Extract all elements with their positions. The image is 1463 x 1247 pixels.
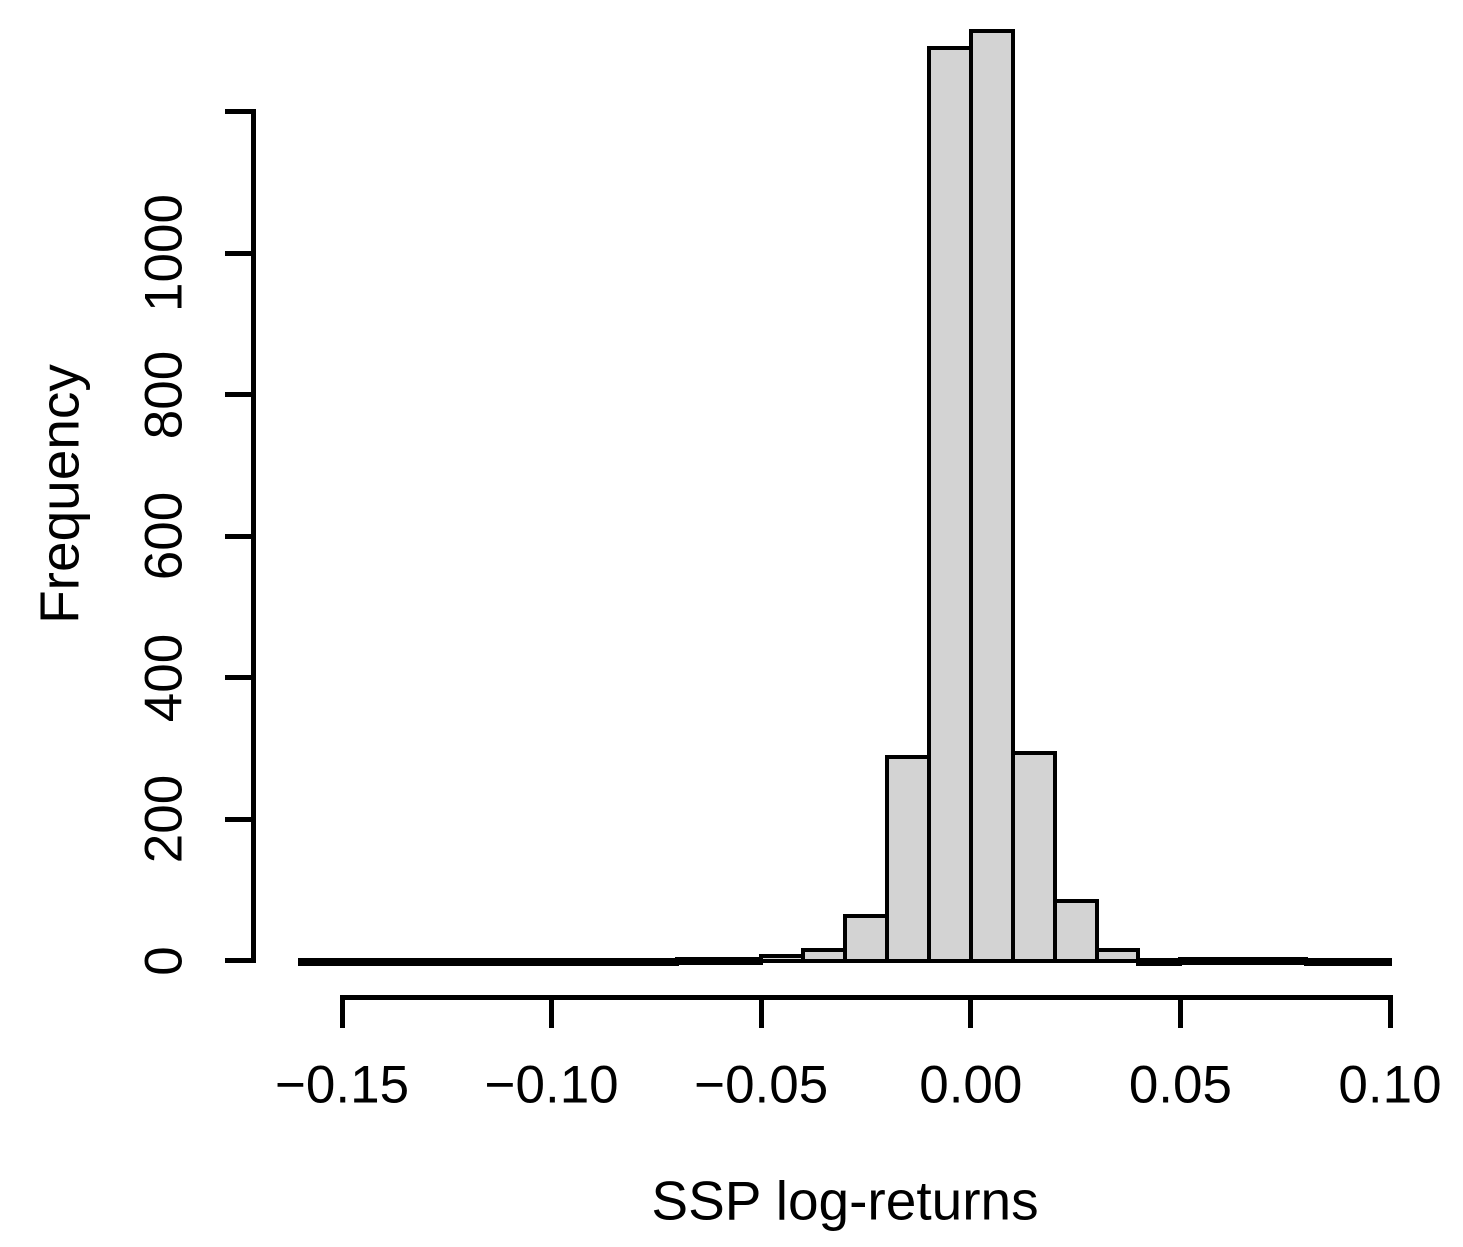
histogram-bar xyxy=(1178,956,1225,965)
y-tick-label: 1000 xyxy=(134,194,194,312)
histogram-bar xyxy=(1010,750,1057,963)
x-axis-title: SSP log-returns xyxy=(651,1169,1039,1232)
y-axis-tick xyxy=(225,392,253,397)
histogram-bar xyxy=(381,958,428,966)
histogram-bar xyxy=(1262,956,1309,965)
histogram-bar xyxy=(717,956,764,965)
histogram-bar xyxy=(340,958,386,966)
x-tick-label: −0.15 xyxy=(274,1055,410,1115)
histogram-bar xyxy=(968,28,1015,963)
y-axis-tick xyxy=(225,109,253,114)
histogram-bar xyxy=(1052,898,1099,963)
x-tick-label: −0.05 xyxy=(694,1055,829,1115)
histogram-bar xyxy=(298,958,344,966)
y-axis-tick xyxy=(225,958,253,963)
x-axis-tick xyxy=(339,995,345,1028)
y-axis-title: Frequency xyxy=(28,364,91,624)
histogram-bar xyxy=(675,956,722,965)
y-tick-label: 400 xyxy=(134,633,194,722)
x-tick-label: 0.00 xyxy=(919,1055,1023,1115)
y-axis-line xyxy=(251,109,256,963)
histogram-bar xyxy=(549,958,596,966)
x-axis-tick xyxy=(1387,995,1393,1028)
y-axis-tick xyxy=(225,250,253,256)
x-axis-tick xyxy=(549,995,555,1028)
histogram-bar xyxy=(1136,957,1183,966)
x-axis-tick xyxy=(968,995,974,1028)
y-tick-label: 800 xyxy=(134,350,194,439)
x-axis-line xyxy=(339,995,1393,1000)
y-axis-tick xyxy=(225,675,253,680)
histogram-bar xyxy=(801,947,848,963)
x-tick-label: −0.10 xyxy=(484,1055,619,1115)
y-tick-label: 600 xyxy=(134,491,194,581)
histogram-bar xyxy=(633,957,680,966)
y-axis-tick xyxy=(225,816,253,822)
histogram-bar xyxy=(1220,956,1267,965)
histogram-bar xyxy=(1304,958,1351,966)
histogram-bar xyxy=(759,954,806,963)
histogram-bar xyxy=(884,755,931,963)
histogram-bar xyxy=(926,46,973,963)
y-tick-label: 0 xyxy=(134,945,194,976)
histogram-bar xyxy=(423,957,470,966)
histogram-bar xyxy=(507,958,554,966)
x-tick-label: 0.10 xyxy=(1338,1055,1442,1115)
x-axis-tick xyxy=(1177,995,1183,1028)
x-axis-tick xyxy=(758,995,764,1028)
y-axis-tick xyxy=(225,533,253,539)
histogram-bar xyxy=(465,957,512,966)
histogram-bar xyxy=(843,914,889,963)
histogram-bar xyxy=(591,958,638,966)
histogram-bar xyxy=(1094,947,1141,963)
y-tick-label: 200 xyxy=(134,774,194,864)
histogram-bar xyxy=(1346,957,1392,966)
x-tick-label: 0.05 xyxy=(1128,1055,1232,1115)
